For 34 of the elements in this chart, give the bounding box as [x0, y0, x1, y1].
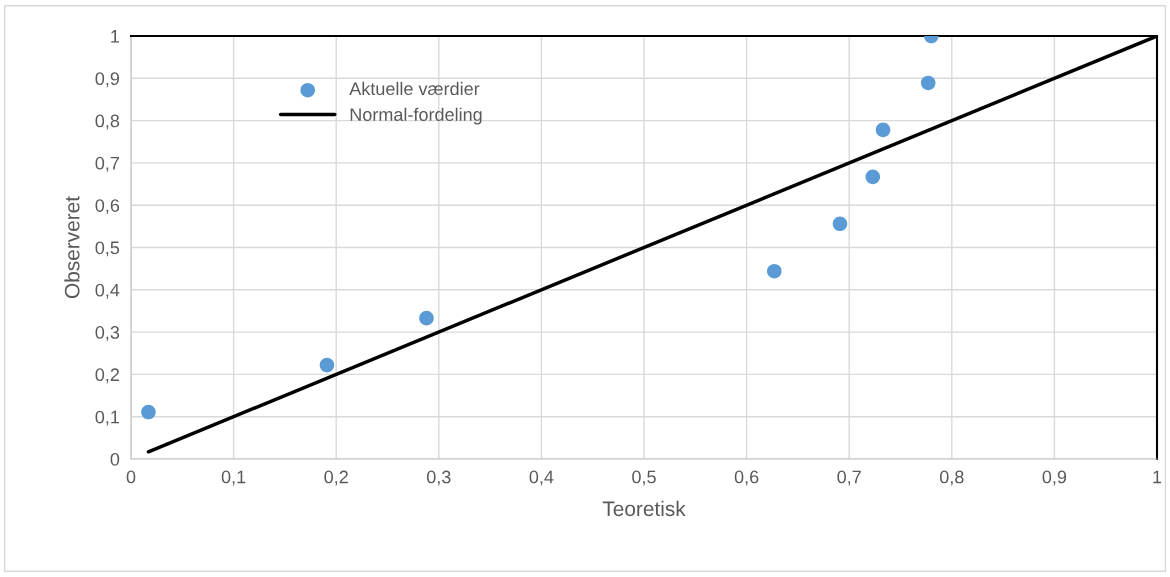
- y-tick-label: 0,3: [95, 326, 120, 341]
- x-tick-label: 0,3: [426, 470, 451, 486]
- point: [141, 404, 156, 420]
- x-tick-label: 0,9: [1042, 470, 1067, 486]
- x-axis-title: Teoretisk: [602, 500, 686, 517]
- point: [832, 216, 848, 232]
- x-tick-label: 1: [1153, 470, 1162, 484]
- y-tick-label: 0,8: [95, 114, 120, 130]
- x-tick-label: 0,6: [734, 470, 759, 486]
- y-tick-label: 0,4: [95, 283, 120, 299]
- x-tick-label: 0: [126, 470, 136, 484]
- point: [875, 122, 891, 138]
- point: [319, 357, 335, 373]
- point: [865, 169, 881, 185]
- y-tick-label: 0,2: [95, 368, 119, 384]
- x-tick-label: 0,8: [939, 470, 964, 486]
- legend-label: Normal-fordeling: [350, 107, 482, 125]
- y-axis-title: Observeret: [64, 196, 80, 299]
- point: [920, 75, 936, 91]
- x-tick-label: 0,1: [221, 470, 246, 486]
- x-tick-label: 0,7: [837, 470, 861, 486]
- y-tick-label: 0,1: [95, 410, 120, 426]
- y-tick-label: 0,6: [95, 199, 120, 215]
- y-tick-label: 1: [111, 30, 120, 43]
- legend-label: Aktuelle værdier: [349, 81, 480, 96]
- y-tick-label: 0,7: [95, 156, 119, 172]
- x-tick-label: 0,4: [529, 470, 554, 486]
- point: [419, 310, 434, 326]
- x-tick-label: 0,5: [632, 470, 656, 486]
- y-tick-label: 0: [110, 452, 120, 466]
- y-tick-label: 0,5: [95, 241, 120, 257]
- y-tick-label: 0,9: [95, 72, 120, 88]
- point: [767, 263, 782, 279]
- x-tick-label: 0,2: [324, 470, 348, 486]
